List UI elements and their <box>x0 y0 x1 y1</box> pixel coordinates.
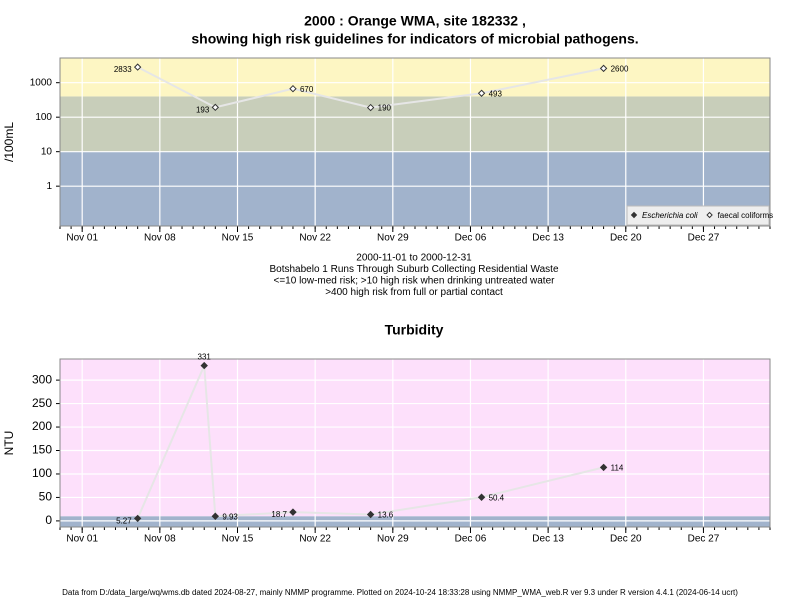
subtitle: <=10 low-med risk; >10 high risk when dr… <box>274 276 556 287</box>
legend-label: Escherichia coli <box>642 211 698 220</box>
y-tick-label: 50 <box>39 490 53 504</box>
x-tick-label: Nov 29 <box>377 233 409 244</box>
x-tick-label: Nov 22 <box>299 233 331 244</box>
x-tick-label: Dec 06 <box>455 534 487 545</box>
x-tick-label: Nov 08 <box>144 534 176 545</box>
x-tick-label: Dec 13 <box>532 534 564 545</box>
legend-label: faecal coliforms <box>718 211 774 220</box>
data-label: 493 <box>489 89 503 98</box>
data-label: 18.7 <box>271 510 287 519</box>
data-label: 9.93 <box>222 512 238 521</box>
data-label: 2600 <box>611 64 629 73</box>
chart-title: Turbidity <box>385 322 444 338</box>
y-tick-label: 200 <box>32 419 52 433</box>
data-point <box>133 514 142 523</box>
x-tick-label: Nov 15 <box>222 534 254 545</box>
footer: Data from D:/data_large/wq/wms.db dated … <box>62 588 738 597</box>
x-tick-label: Nov 01 <box>66 233 98 244</box>
chart-title: showing high risk guidelines for indicat… <box>191 31 638 47</box>
x-tick-label: Dec 20 <box>610 233 642 244</box>
data-point <box>477 493 486 501</box>
y-axis-label: /100mL <box>2 122 16 162</box>
y-tick-label: 1 <box>46 181 52 192</box>
x-tick-label: Nov 08 <box>144 233 176 244</box>
data-point <box>366 510 375 519</box>
y-tick-label: 250 <box>32 396 52 410</box>
data-label: 331 <box>198 353 212 362</box>
data-point <box>289 84 297 93</box>
data-label: 193 <box>196 105 210 114</box>
x-tick-label: Dec 13 <box>532 233 564 244</box>
x-tick-label: Nov 15 <box>222 233 254 244</box>
risk-band <box>60 58 770 97</box>
x-tick-label: Dec 27 <box>688 233 720 244</box>
y-tick-label: 0 <box>45 513 52 527</box>
legend-marker <box>630 211 638 219</box>
data-point <box>200 361 208 370</box>
plot-frame <box>59 57 771 227</box>
data-label: 5.27 <box>116 517 132 526</box>
data-label: 670 <box>300 85 314 94</box>
legend-marker <box>706 211 713 219</box>
y-tick-label: 1000 <box>30 77 53 88</box>
series-line <box>137 66 604 109</box>
x-tick-label: Nov 22 <box>299 534 331 545</box>
data-point <box>211 512 220 520</box>
y-tick-label: 300 <box>32 372 52 386</box>
data-point <box>133 63 142 71</box>
data-label: 50.4 <box>489 493 505 502</box>
data-point <box>366 103 375 112</box>
data-label: 114 <box>611 464 624 473</box>
legend-box <box>626 205 770 226</box>
data-label: 13.6 <box>378 511 394 520</box>
subtitle: 2000-11-01 to 2000-12-31 <box>356 253 472 264</box>
x-tick-label: Dec 27 <box>688 534 720 545</box>
y-tick-label: 10 <box>41 146 53 157</box>
data-point <box>211 103 220 112</box>
data-point <box>477 89 486 97</box>
subtitle: Botshabelo 1 Runs Through Suburb Collect… <box>269 264 558 275</box>
chart-title: 2000 : Orange WMA, site 182332 , <box>304 13 526 29</box>
risk-band <box>60 359 770 517</box>
data-point <box>599 64 608 73</box>
plot-frame <box>59 358 771 528</box>
risk-band <box>60 96 770 152</box>
x-tick-label: Nov 01 <box>66 534 98 545</box>
subtitle: >400 high risk from full or partial cont… <box>325 287 503 298</box>
risk-band <box>60 516 770 527</box>
data-label: 190 <box>378 104 392 113</box>
data-label: 2833 <box>114 65 132 74</box>
x-tick-label: Dec 20 <box>610 534 642 545</box>
x-tick-label: Dec 06 <box>455 233 487 244</box>
y-tick-label: 150 <box>32 443 52 457</box>
data-point <box>599 463 608 472</box>
data-point <box>289 508 297 516</box>
x-tick-label: Nov 29 <box>377 534 409 545</box>
y-axis-label: NTU <box>2 431 16 456</box>
y-tick-label: 100 <box>35 112 52 123</box>
y-tick-label: 100 <box>32 466 52 480</box>
